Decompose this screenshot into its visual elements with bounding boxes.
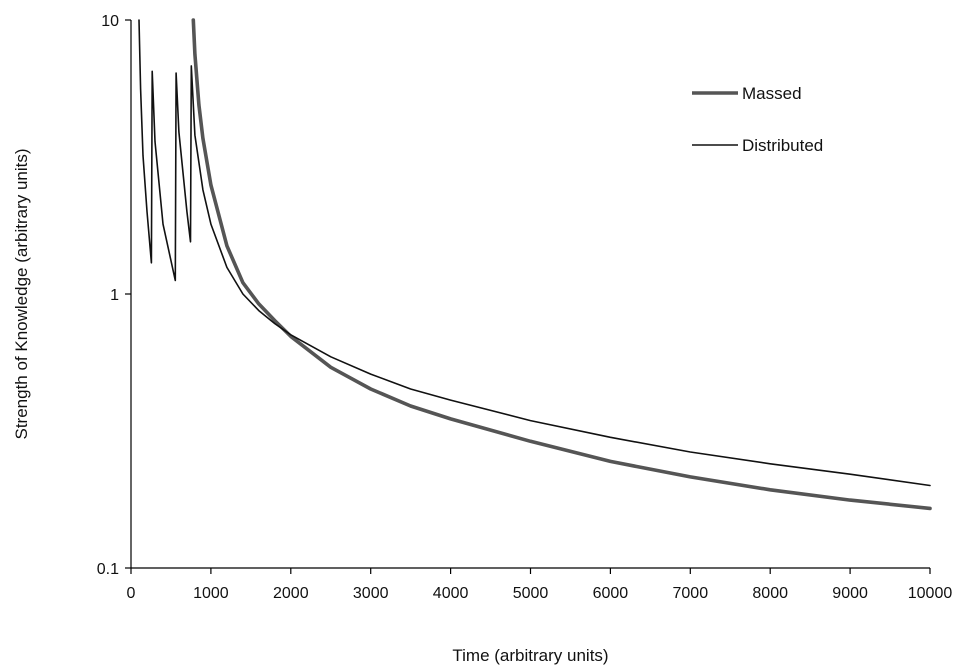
legend-label-massed: Massed <box>742 84 802 103</box>
y-tick-label: 10 <box>101 13 119 30</box>
x-tick-label: 2000 <box>273 585 309 602</box>
x-tick-label: 3000 <box>353 585 389 602</box>
x-tick-label: 8000 <box>752 585 788 602</box>
x-axis-title: Time (arbitrary units) <box>452 646 608 665</box>
y-tick-label: 1 <box>110 287 119 304</box>
y-ticks: 0.1 1 10 <box>97 13 131 578</box>
x-ticks: 0 1000 2000 3000 4000 5000 6000 7000 8000 9000 100… <box>127 568 953 602</box>
x-tick-label: 9000 <box>832 585 868 602</box>
x-tick-label: 0 <box>127 585 136 602</box>
x-tick-label: 5000 <box>513 585 549 602</box>
x-tick-label: 7000 <box>673 585 709 602</box>
x-tick-label: 4000 <box>433 585 469 602</box>
legend: Massed Distributed <box>692 84 823 155</box>
series-line-distributed <box>138 19 931 487</box>
series-layer <box>138 18 932 511</box>
x-tick-label: 1000 <box>193 585 229 602</box>
legend-label-distributed: Distributed <box>742 136 823 155</box>
x-tick-label: 10000 <box>908 585 953 602</box>
y-axis-title: Strength of Knowledge (arbitrary units) <box>12 148 31 439</box>
series-line-massed <box>191 18 932 511</box>
x-tick-label: 6000 <box>593 585 629 602</box>
y-tick-label: 0.1 <box>97 561 119 578</box>
